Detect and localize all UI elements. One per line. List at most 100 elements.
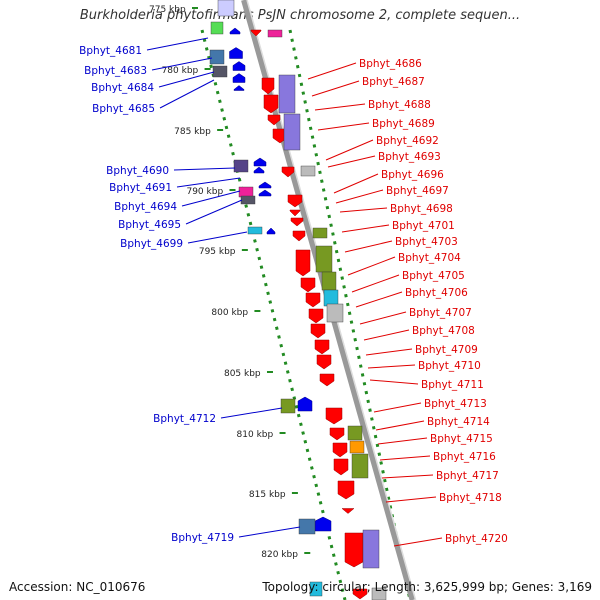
gene-label-right: Bphyt_4715	[430, 433, 493, 445]
gene-label-right: Bphyt_4711	[421, 379, 484, 391]
gene-arrow-red	[333, 458, 349, 476]
gene-label-right: Bphyt_4720	[445, 533, 508, 545]
gene-label-left: Bphyt_4699	[120, 238, 183, 250]
leader-line	[238, 526, 301, 538]
feature-box-orange	[349, 440, 365, 454]
leader-line	[344, 240, 393, 253]
leader-line	[325, 139, 374, 161]
gene-arrow-red	[289, 209, 301, 217]
leader-line	[173, 167, 236, 171]
leader-line	[381, 474, 434, 479]
gene-arrow-red	[352, 588, 368, 600]
gene-label-right: Bphyt_4688	[368, 99, 431, 111]
gene-arrow-red	[316, 354, 332, 370]
gene-label-right: Bphyt_4705	[402, 270, 465, 282]
gene-label-right: Bphyt_4689	[372, 118, 435, 130]
leader-line	[311, 80, 360, 97]
gene-label-right: Bphyt_4698	[390, 203, 453, 215]
gene-arrow-red	[341, 508, 355, 514]
scale-labels: 775 kbp 780 kbp 785 kbp 790 kbp 795 kbp 800 k…	[149, 5, 311, 560]
gene-arrow-red	[250, 29, 262, 37]
gene-label-right: Bphyt_4718	[439, 492, 502, 504]
leader-line	[355, 291, 403, 308]
feature-box-green	[315, 245, 333, 273]
features	[209, 0, 387, 600]
gene-label-left: Bphyt_4712	[153, 413, 216, 425]
leader-line	[339, 207, 388, 213]
feature-box-purple	[278, 74, 296, 114]
scale-label: 820 kbp	[261, 550, 298, 560]
gene-arrow-red	[329, 427, 345, 441]
scale-label: 795 kbp	[199, 247, 236, 257]
leader-line	[347, 256, 396, 276]
gene-label-right: Bphyt_4716	[433, 451, 496, 463]
gene-label-right: Bphyt_4707	[409, 307, 472, 319]
gene-arrow-red	[295, 249, 311, 277]
gene-arrow-red	[314, 339, 330, 355]
label-leaders	[146, 37, 443, 547]
accession-text: Accession: NC_010676	[9, 580, 146, 594]
gene-arrow-blue	[233, 85, 245, 91]
leader-line	[341, 224, 390, 233]
leader-line	[220, 407, 283, 419]
gene-label-right: Bphyt_4692	[376, 135, 439, 147]
feature-box-green	[280, 398, 296, 414]
leader-line	[377, 437, 428, 445]
gene-arrow-red	[325, 407, 343, 425]
gene-label-right: Bphyt_4686	[359, 58, 422, 70]
feature-box-cyan	[247, 226, 263, 235]
gene-label-left: Bphyt_4683	[84, 65, 147, 77]
gene-arrow-red	[287, 194, 303, 208]
scale-label: 810 kbp	[237, 430, 274, 440]
feature-box-cyan	[323, 289, 339, 307]
gene-arrow-blue	[229, 27, 241, 35]
leader-line	[327, 155, 376, 168]
gene-label-right: Bphyt_4687	[362, 76, 425, 88]
feature-box-magenta	[238, 186, 254, 198]
gene-arrow-red	[305, 292, 321, 308]
gene-arrow-red	[281, 166, 295, 178]
leader-line	[176, 177, 241, 188]
gene-arrow-blue	[266, 227, 276, 235]
gene-arrow-blue	[314, 516, 332, 532]
feature-box-steel	[209, 49, 225, 65]
feature-box-green	[210, 21, 224, 35]
gene-label-right: Bphyt_4706	[405, 287, 468, 299]
gene-label-right: Bphyt_4714	[427, 416, 490, 428]
gene-label-right: Bphyt_4697	[386, 185, 449, 197]
leader-line	[367, 364, 416, 369]
gene-arrow-red	[310, 323, 326, 339]
feature-box-magenta	[267, 29, 283, 38]
gene-label-left: Bphyt_4684	[91, 82, 154, 94]
leader-line	[375, 420, 425, 431]
leader-line	[185, 199, 243, 225]
gene-label-right: Bphyt_4710	[418, 360, 481, 372]
scale-label: 790 kbp	[186, 187, 223, 197]
leader-line	[335, 189, 384, 204]
gene-label-left: Bphyt_4695	[118, 219, 181, 231]
leader-line	[373, 402, 422, 413]
gene-arrow-red	[319, 373, 335, 387]
leader-line	[351, 274, 400, 293]
scale-label: 815 kbp	[249, 490, 286, 500]
feature-box-purple	[283, 113, 301, 151]
feature-box-steel	[298, 518, 316, 535]
leader-line	[158, 71, 215, 88]
gene-arrow-blue	[232, 61, 246, 71]
feature-box-dark	[212, 65, 228, 78]
gene-arrow-blue	[253, 157, 267, 167]
leader-line	[314, 103, 366, 111]
leader-line	[363, 329, 410, 341]
gene-label-left: Bphyt_4690	[106, 165, 169, 177]
gene-arrow-blue	[253, 166, 265, 174]
feature-box-green	[312, 227, 328, 239]
topology-text: Topology: circular; Length: 3,625,999 bp…	[262, 580, 592, 594]
leader-line	[146, 37, 209, 51]
map-title: Burkholderia phytofirmans PsJN chromosom…	[79, 8, 521, 23]
gene-label-left: Bphyt_4681	[79, 45, 142, 57]
gene-label-right: Bphyt_4693	[378, 151, 441, 163]
feature-box-grey	[326, 303, 344, 323]
gene-label-right: Bphyt_4704	[398, 252, 461, 264]
leader-line	[333, 173, 379, 194]
